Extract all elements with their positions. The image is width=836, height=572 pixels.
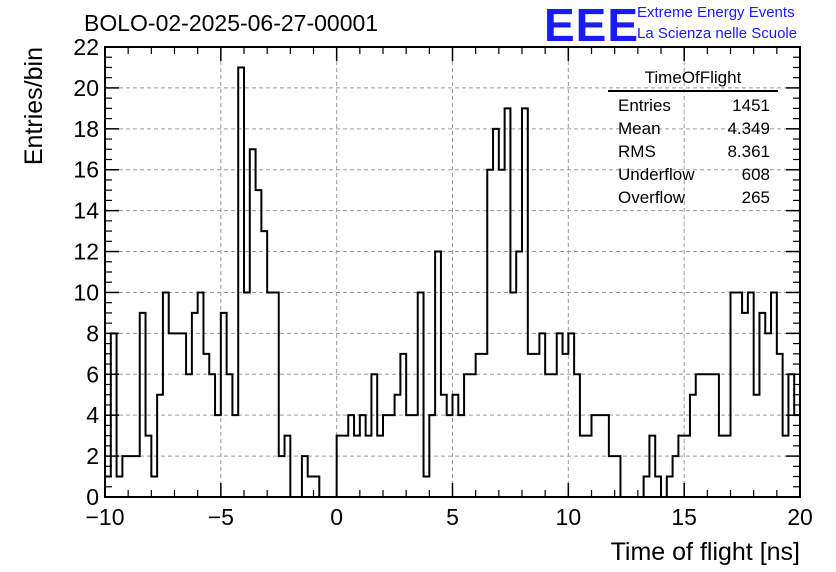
x-tick-label: 0 [330,504,343,530]
histogram-bin [783,436,789,497]
x-tick-label: 5 [446,504,459,530]
histogram-bin [493,129,499,497]
histogram-bin [742,313,748,497]
histogram-bin [354,436,360,497]
histogram-bin [151,477,157,497]
y-tick-label: 4 [86,402,99,428]
x-tick-label: 10 [556,504,582,530]
stats-label: RMS [618,140,656,163]
y-tick-label: 22 [73,34,99,60]
stats-box-title: TimeOfFlight [608,68,778,92]
histogram-bin [702,374,708,497]
stats-row: RMS 8.361 [608,140,778,163]
histogram-bin [563,354,569,497]
y-tick-label: 10 [73,279,99,305]
histogram-bin [707,374,713,497]
y-tick-label: 2 [86,443,99,469]
stats-row: Mean 4.349 [608,117,778,140]
stats-row: Entries 1451 [608,94,778,117]
histogram-bin [377,436,383,497]
histogram-bin [528,354,534,497]
stats-value: 1451 [732,94,770,117]
histogram-bin [586,436,592,497]
stats-row: Underflow 608 [608,163,778,186]
histogram-bin [366,436,372,497]
y-tick-label: 16 [73,157,99,183]
stats-value: 8.361 [727,140,770,163]
histogram-bin [609,456,615,497]
histogram-bin [128,456,134,497]
y-tick-label: 20 [73,75,99,101]
histogram-bin [244,292,250,497]
histogram-bin [279,456,285,497]
histogram-bin [481,354,487,497]
stats-label: Mean [618,117,661,140]
y-tick-label: 12 [73,239,99,265]
histogram-bin [725,436,731,497]
y-tick-label: 0 [86,484,99,510]
histogram-bin [267,292,273,497]
stats-value: 4.349 [727,117,770,140]
x-tick-label: −5 [208,504,234,530]
y-tick-label: 6 [86,361,99,387]
stats-value: 265 [742,186,770,209]
histogram-bin [476,354,482,497]
histogram-bin [256,190,262,497]
stats-label: Entries [618,94,671,117]
stats-label: Overflow [618,186,685,209]
stats-label: Underflow [618,163,695,186]
histogram-bin [134,456,140,497]
histogram-bin [719,436,725,497]
y-axis-label: Entries/bin [20,47,48,165]
histogram-bin [545,374,551,497]
stats-value: 608 [742,163,770,186]
histogram-bin [470,374,476,497]
histogram-bin [308,477,314,497]
histogram-bin [684,436,690,497]
histogram-bin [424,477,430,497]
x-tick-label: 20 [787,504,813,530]
histogram-bin [203,354,209,497]
stats-row: Overflow 265 [608,186,778,209]
x-axis-label: Time of flight [ns] [611,538,800,566]
y-tick-label: 18 [73,116,99,142]
histogram-bin [580,436,586,497]
y-tick-label: 14 [73,198,99,224]
histogram-bin [754,395,760,497]
x-tick-label: 15 [671,504,697,530]
histogram-bin [534,354,540,497]
histogram-bin [736,292,742,497]
histogram-bin [186,374,192,497]
histogram-bin [342,436,348,497]
histogram-bin [117,477,123,497]
stats-box: TimeOfFlight Entries 1451 Mean 4.349 RMS 8.… [608,68,778,209]
y-tick-label: 8 [86,320,99,346]
histogram-bin [510,292,516,497]
histogram-bin [551,374,557,497]
